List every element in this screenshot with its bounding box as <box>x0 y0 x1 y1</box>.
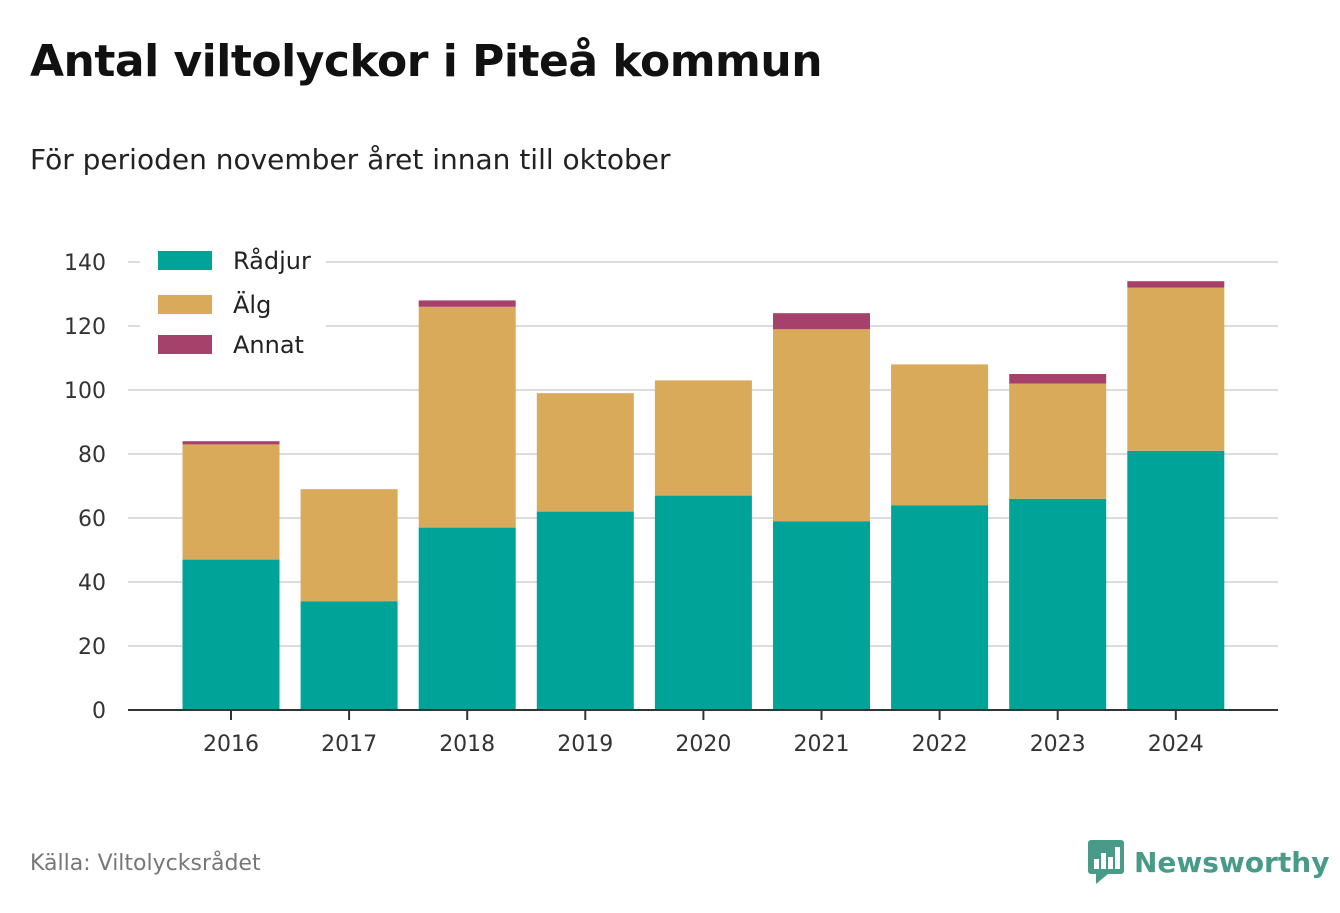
bar-alg-2024 <box>1127 287 1225 451</box>
x-tick-label: 2021 <box>794 732 850 757</box>
x-tick-label: 2017 <box>321 732 377 757</box>
bar-radjur-2019 <box>536 511 634 710</box>
x-tick-label: 2020 <box>675 732 731 757</box>
brand-logo: Newsworthy <box>1088 840 1329 884</box>
y-tick-label: 140 <box>64 251 106 276</box>
bar-alg-2023 <box>1009 383 1107 499</box>
bar-alg-2021 <box>773 329 870 522</box>
bar-alg-2017 <box>300 489 398 602</box>
legend-swatch <box>158 251 212 270</box>
x-tick-label: 2022 <box>912 732 968 757</box>
bar-alg-2022 <box>891 364 989 506</box>
y-tick-label: 40 <box>78 571 106 596</box>
x-tick-label: 2016 <box>203 732 259 757</box>
bar-chart-speech-icon <box>1088 840 1124 884</box>
bar-alg-2020 <box>654 380 752 496</box>
legend-swatch <box>158 295 212 314</box>
x-tick-label: 2023 <box>1030 732 1086 757</box>
bar-radjur-2024 <box>1127 450 1225 710</box>
legend-swatch <box>158 335 212 354</box>
bar-radjur-2021 <box>773 521 870 710</box>
bar-alg-2019 <box>536 393 634 512</box>
legend-label: Älg <box>233 290 271 319</box>
y-tick-label: 100 <box>64 379 106 404</box>
bar-radjur-2022 <box>891 505 989 710</box>
bar-annat-2016 <box>182 441 280 445</box>
bar-annat-2021 <box>773 313 870 330</box>
brand-name: Newsworthy <box>1134 845 1330 879</box>
y-tick-label: 60 <box>78 507 106 532</box>
chart-title: Antal viltolyckor i Piteå kommun <box>30 36 823 87</box>
x-tick-label: 2024 <box>1148 732 1204 757</box>
bar-alg-2018 <box>418 306 516 528</box>
legend-label: Annat <box>233 331 304 359</box>
chart-subtitle: För perioden november året innan till ok… <box>30 143 671 176</box>
x-tick-label: 2019 <box>557 732 613 757</box>
source-note: Källa: Viltolycksrådet <box>30 851 261 876</box>
bar-radjur-2018 <box>418 527 516 710</box>
x-tick-label: 2018 <box>439 732 495 757</box>
y-tick-label: 0 <box>92 699 106 724</box>
legend-label: Rådjur <box>233 246 311 275</box>
y-tick-label: 20 <box>78 635 106 660</box>
bar-annat-2018 <box>418 300 516 307</box>
bar-annat-2024 <box>1127 281 1225 288</box>
bar-radjur-2016 <box>182 559 280 710</box>
bar-radjur-2023 <box>1009 498 1107 710</box>
bar-annat-2023 <box>1009 374 1107 384</box>
y-tick-label: 120 <box>64 315 106 340</box>
bar-radjur-2020 <box>654 495 752 710</box>
y-tick-label: 80 <box>78 443 106 468</box>
bar-radjur-2017 <box>300 601 398 710</box>
bar-alg-2016 <box>182 444 280 560</box>
